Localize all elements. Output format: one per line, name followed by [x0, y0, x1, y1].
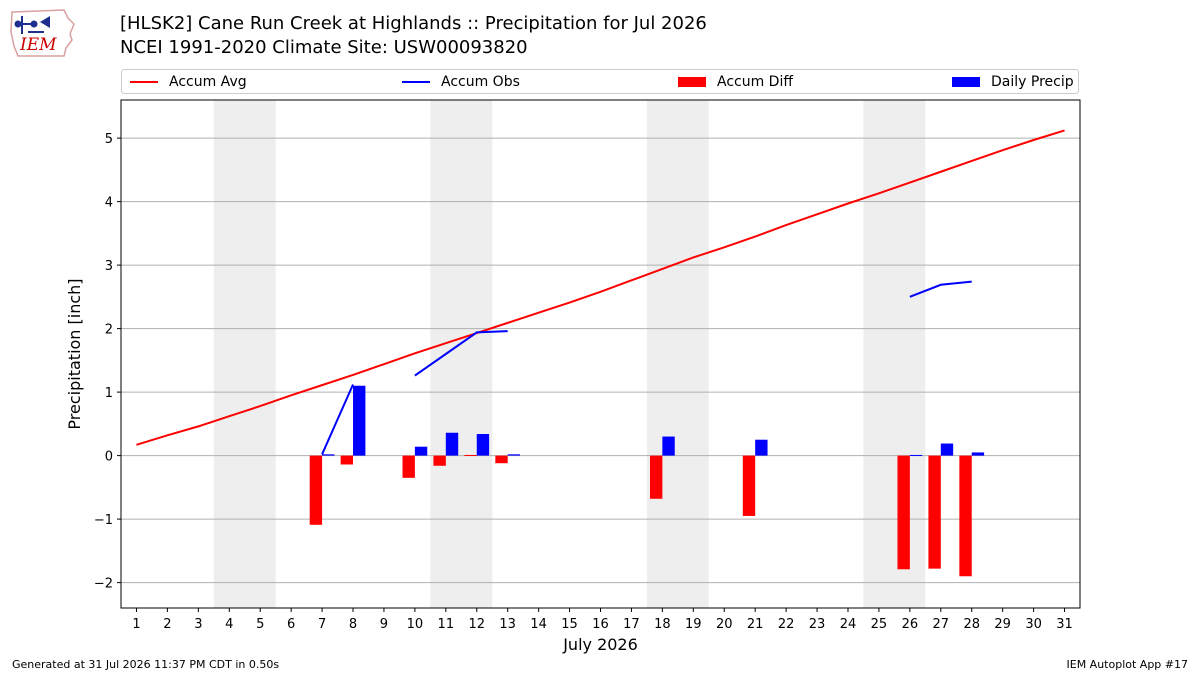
y-tick-label: −1: [94, 513, 113, 528]
legend-label: Accum Diff: [717, 74, 794, 90]
accum-diff-bar: [340, 455, 354, 465]
x-tick-label: 8: [349, 617, 357, 632]
x-tick-label: 10: [407, 617, 424, 632]
weekend-band: [430, 100, 493, 608]
legend-item-accum-diff: Accum Diff: [678, 74, 793, 90]
legend-label: Accum Avg: [169, 74, 247, 90]
legend-item-accum-avg: Accum Avg: [130, 74, 247, 90]
x-tick-label: 17: [623, 617, 640, 632]
accum-obs-line: [321, 384, 354, 455]
iowa-map-icon: [10, 9, 75, 57]
x-tick-label: 30: [1025, 617, 1042, 632]
daily-precip-bar: [971, 452, 985, 456]
y-tick-label: 2: [105, 323, 113, 338]
weekend-shading: [213, 100, 926, 608]
legend-item-accum-obs: Accum Obs: [402, 74, 520, 90]
accum-diff-bar: [742, 455, 756, 516]
x-tick-label: 14: [530, 617, 547, 632]
y-tick-label: 4: [105, 196, 113, 211]
daily-precip-bar: [662, 436, 675, 456]
legend: Accum Avg Accum Obs Accum Diff Daily Pre…: [121, 69, 1079, 94]
accum-diff-bar: [959, 455, 972, 577]
x-tick-label: 27: [933, 617, 950, 632]
x-tick-label: 6: [287, 617, 295, 632]
x-tick-label: 1: [132, 617, 140, 632]
accum-diff-bar: [928, 455, 941, 569]
accum-obs-line: [909, 280, 972, 298]
y-tick-label: −2: [94, 577, 113, 592]
accum-diff-bar: [402, 455, 415, 478]
x-tick-label: 11: [438, 617, 455, 632]
daily-precip-bar: [322, 454, 335, 456]
x-tick-label: 25: [871, 617, 888, 632]
accum-obs-line: [414, 330, 508, 377]
daily-precip-bar: [414, 446, 428, 456]
grid-lines: [121, 137, 1080, 584]
x-tick-label: 9: [380, 617, 388, 632]
y-tick-label: 1: [105, 386, 113, 401]
weekend-band: [213, 100, 276, 608]
y-axis: −2 −1 0 1 2 3 4 5: [94, 132, 121, 592]
y-axis-label: Precipitation [inch]: [65, 278, 84, 429]
weather-station-icon: [14, 16, 50, 34]
chart-subtitle: NCEI 1991-2020 Climate Site: USW00093820: [120, 37, 528, 58]
accum-diff-bar: [433, 455, 446, 466]
accum-diff-bar: [464, 454, 477, 456]
iem-logo: IEM: [10, 9, 75, 57]
daily-precip-bar: [940, 443, 954, 456]
footer-generated: Generated at 31 Jul 2026 11:37 PM CDT in…: [12, 658, 280, 671]
x-tick-label: 4: [225, 617, 233, 632]
x-tick-label: 12: [468, 617, 485, 632]
x-tick-label: 22: [778, 617, 795, 632]
x-tick-label: 19: [685, 617, 702, 632]
x-axis-label: July 2026: [562, 635, 638, 654]
series-lines: [136, 129, 1065, 455]
x-tick-label: 7: [318, 617, 326, 632]
x-tick-label: 29: [994, 617, 1011, 632]
x-tick-label: 2: [163, 617, 171, 632]
accum-diff-bar: [309, 455, 323, 525]
x-tick-label: 24: [840, 617, 857, 632]
x-tick-label: 31: [1056, 617, 1073, 632]
daily-precip-bar: [755, 439, 768, 456]
y-tick-label: 3: [105, 259, 113, 274]
weekend-band: [863, 100, 926, 608]
x-tick-label: 21: [747, 617, 764, 632]
x-tick-label: 20: [716, 617, 733, 632]
x-tick-label: 5: [256, 617, 264, 632]
x-tick-label: 13: [499, 617, 516, 632]
x-tick-label: 16: [592, 617, 609, 632]
x-axis: 1 2 3 4 5 6 7 8 9 10 11 12 13 14 15 16 17 18 19 20 21 22 23 24 2…: [132, 608, 1073, 632]
daily-precip-bar: [353, 385, 366, 456]
logo-text: IEM: [19, 35, 57, 55]
x-tick-label: 3: [194, 617, 202, 632]
x-tick-label: 26: [902, 617, 919, 632]
x-tick-label: 23: [809, 617, 826, 632]
x-tick-label: 28: [963, 617, 980, 632]
footer-app: IEM Autoplot App #17: [1066, 658, 1189, 671]
daily-precip-bar: [445, 432, 459, 456]
legend-item-daily-precip: Daily Precip: [952, 74, 1074, 90]
legend-swatch-accum-obs: [402, 81, 430, 83]
legend-label: Accum Obs: [441, 74, 520, 90]
y-tick-label: 5: [105, 132, 113, 147]
chart-title: [HLSK2] Cane Run Creek at Highlands :: P…: [120, 13, 707, 34]
x-tick-label: 15: [561, 617, 578, 632]
y-tick-label: 0: [105, 450, 113, 465]
legend-swatch-accum-avg: [130, 81, 158, 83]
accum-diff-bar: [897, 455, 910, 570]
legend-swatch-daily-precip: [952, 77, 980, 87]
daily-precip-bar: [909, 454, 923, 456]
x-tick-label: 18: [654, 617, 671, 632]
accum-avg-line: [136, 129, 1065, 446]
legend-label: Daily Precip: [991, 74, 1074, 90]
bars: [309, 385, 985, 577]
accum-diff-bar: [495, 455, 508, 464]
legend-swatch-accum-diff: [678, 77, 706, 87]
daily-precip-bar: [476, 434, 490, 456]
weekend-band: [646, 100, 709, 608]
accum-diff-bar: [649, 455, 663, 499]
daily-precip-bar: [507, 454, 521, 456]
